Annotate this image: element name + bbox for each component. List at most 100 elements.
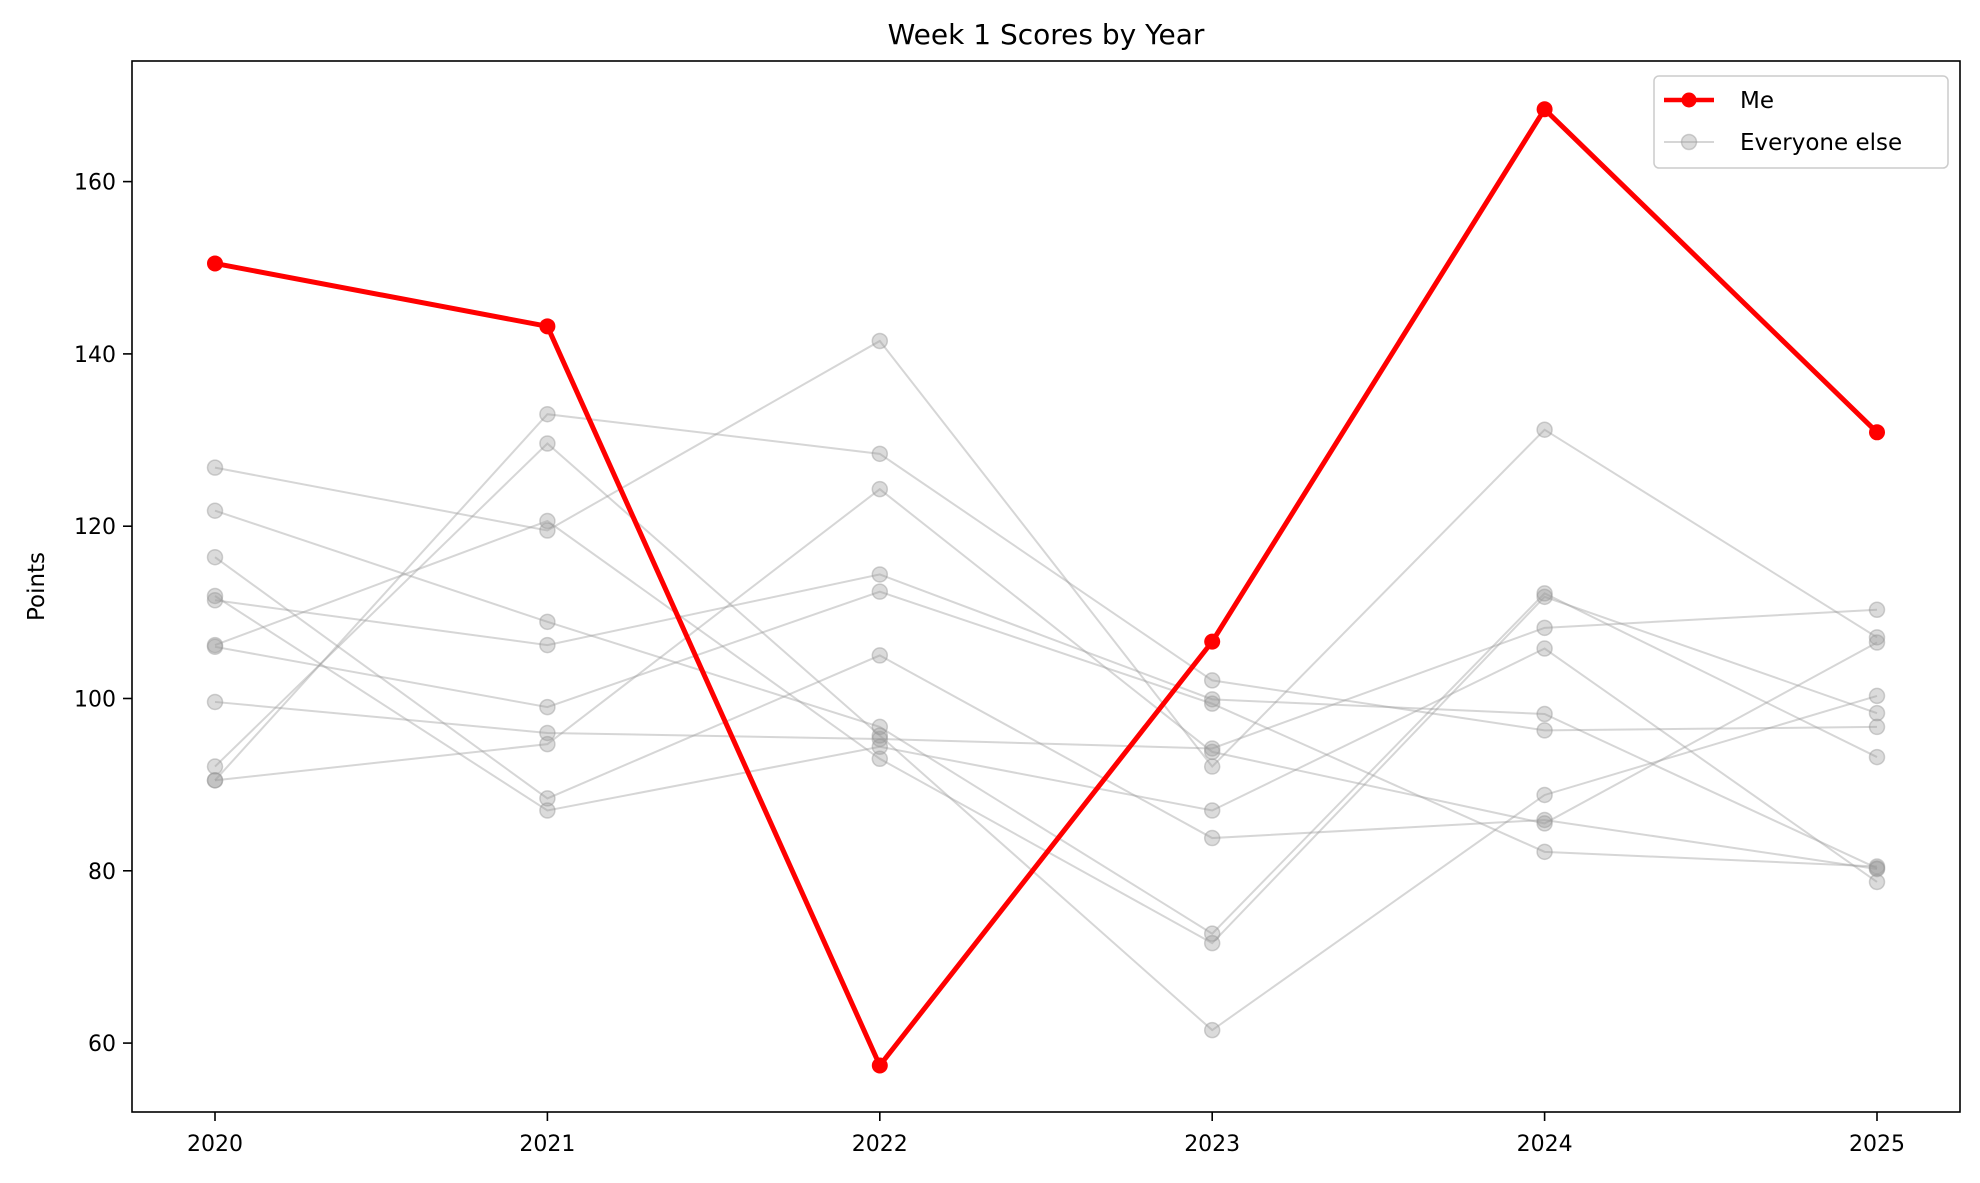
y-tick-label: 80 — [88, 860, 116, 885]
other-team-point — [1868, 860, 1886, 878]
me-point — [1869, 424, 1885, 441]
other-team-point — [1203, 695, 1221, 712]
me-point — [539, 318, 556, 335]
other-team-point — [1203, 740, 1221, 757]
me-point — [1204, 633, 1221, 650]
other-team-point — [1536, 786, 1553, 804]
other-team-point — [1868, 634, 1886, 651]
other-team-line-1 — [214, 339, 1878, 769]
other-team-point — [206, 693, 224, 711]
other-team-point — [1536, 722, 1553, 739]
other-team-point — [206, 459, 224, 476]
other-team-point — [1536, 640, 1553, 657]
other-team-line-7 — [214, 590, 1878, 868]
other-team-point — [206, 502, 224, 519]
other-team-line-11 — [214, 413, 1878, 782]
other-team-point — [539, 435, 556, 452]
y-tick-label: 120 — [74, 515, 116, 540]
y-tick-label: 160 — [74, 171, 116, 196]
other-team-point — [1203, 925, 1221, 942]
y-tick-label: 60 — [88, 1032, 116, 1057]
other-team-point — [871, 738, 889, 755]
other-team-point — [871, 445, 889, 463]
other-team-point — [1868, 748, 1886, 766]
legend-everyone-marker — [1680, 133, 1698, 151]
y-tick-label: 100 — [74, 687, 116, 712]
other-team-point — [206, 636, 224, 654]
other-team-point — [1203, 802, 1221, 819]
other-team-point — [539, 724, 556, 742]
other-team-point — [871, 480, 889, 498]
other-team-line-4 — [214, 595, 1878, 883]
x-tick-label: 2020 — [187, 1132, 243, 1157]
other-team-point — [1868, 601, 1886, 619]
other-team-line-3 — [214, 556, 1878, 871]
other-team-line-9 — [214, 442, 1878, 1032]
other-team-point — [871, 750, 889, 768]
other-team-point — [206, 772, 224, 789]
other-team-point — [1203, 758, 1221, 775]
other-team-line-10 — [214, 487, 1878, 825]
other-team-point — [539, 790, 556, 807]
other-team-point — [1203, 672, 1221, 689]
other-team-point — [871, 718, 889, 736]
other-team-point — [871, 647, 889, 664]
other-team-point — [1536, 811, 1553, 829]
other-team-line-5 — [214, 573, 1878, 870]
legend-box — [1653, 75, 1949, 169]
other-team-point — [871, 332, 889, 350]
other-team-point — [1868, 859, 1886, 877]
chart-title: Week 1 Scores by Year — [888, 18, 1205, 51]
x-tick-label: 2021 — [519, 1132, 575, 1157]
x-tick-label: 2022 — [852, 1132, 908, 1157]
other-team-point — [1536, 705, 1553, 723]
other-team-point — [206, 587, 224, 605]
other-team-point — [1536, 585, 1553, 602]
me-point — [207, 255, 223, 272]
other-team-point — [1536, 843, 1553, 861]
other-team-point — [539, 735, 556, 753]
other-team-point — [539, 698, 556, 716]
other-team-point — [539, 613, 556, 631]
other-team-point — [206, 548, 224, 566]
other-team-point — [1203, 691, 1221, 708]
other-team-point — [1868, 629, 1886, 646]
y-axis-title: Points — [24, 552, 50, 621]
other-team-point — [206, 772, 224, 789]
other-team-point — [871, 727, 889, 744]
x-tick-label: 2025 — [1849, 1132, 1905, 1157]
other-team-point — [1203, 934, 1221, 952]
me-point — [1536, 101, 1553, 118]
other-team-point — [1536, 588, 1553, 606]
other-team-point — [1868, 858, 1886, 875]
other-team-point — [539, 512, 556, 530]
me-point — [871, 1057, 888, 1074]
other-team-point — [539, 522, 556, 539]
x-tick-label: 2023 — [1184, 1132, 1240, 1157]
legend-label-me: Me — [1740, 88, 1774, 114]
other-team-point — [539, 405, 556, 423]
legend-me-marker — [1681, 92, 1697, 108]
other-team-line-8 — [214, 608, 1878, 750]
other-team-point — [871, 583, 889, 600]
other-team-point — [1203, 1021, 1221, 1039]
other-team-point — [1868, 718, 1886, 736]
other-team-point — [871, 566, 889, 583]
other-team-line-2 — [214, 509, 1878, 935]
other-team-point — [871, 730, 889, 748]
other-team-point — [206, 638, 224, 656]
plot-area: 2020 2021 2022 2023 2024 2025 60 80 100 120 140 160 — [74, 60, 1961, 1157]
legend: Me Everyone else — [1653, 75, 1949, 169]
other-team-point — [1536, 815, 1553, 832]
other-team-point — [1868, 687, 1886, 705]
y-tick-label: 140 — [74, 343, 116, 368]
x-tick-label: 2024 — [1517, 1132, 1573, 1157]
other-team-point — [1536, 421, 1553, 438]
other-team-point — [1868, 873, 1886, 891]
other-team-point — [539, 636, 556, 654]
other-team-point — [1868, 704, 1886, 722]
other-team-point — [206, 592, 224, 609]
